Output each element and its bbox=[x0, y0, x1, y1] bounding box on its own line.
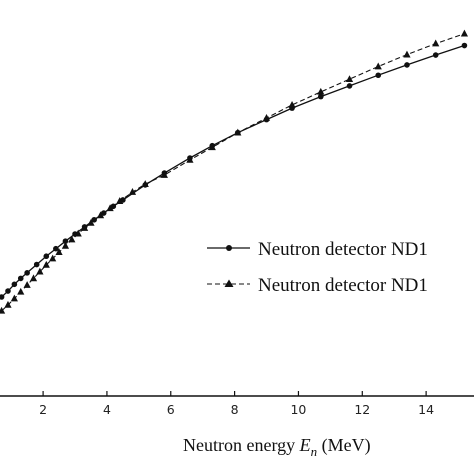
x-tick-label: 2 bbox=[39, 402, 47, 417]
series-1-point bbox=[404, 62, 410, 68]
series-2-point bbox=[262, 114, 271, 121]
series-2-point bbox=[4, 300, 12, 308]
legend-marker-triangle bbox=[224, 279, 234, 287]
series-1-point bbox=[317, 93, 324, 100]
x-tick-label: 10 bbox=[290, 402, 306, 417]
series-2-point bbox=[42, 260, 50, 268]
series-2-point bbox=[49, 254, 57, 262]
series-2-point bbox=[0, 306, 6, 314]
series-2-point bbox=[141, 180, 149, 187]
series-2-point bbox=[23, 281, 31, 288]
series-1-point bbox=[33, 261, 40, 268]
x-tick-label: 6 bbox=[167, 402, 175, 417]
x-axis-title-suffix: (MeV) bbox=[317, 435, 370, 456]
legend-label-series-2: Neutron detector ND1 bbox=[258, 275, 428, 296]
x-tick-label: 8 bbox=[231, 402, 239, 417]
series-2-point bbox=[128, 188, 137, 195]
series-2-point bbox=[186, 155, 194, 163]
x-axis-title: Neutron energy En (MeV) bbox=[183, 435, 371, 459]
series-2-point bbox=[96, 211, 105, 219]
x-tick-label: 12 bbox=[354, 402, 370, 417]
series-layer bbox=[0, 29, 469, 314]
x-axis-title-prefix: Neutron energy bbox=[183, 435, 300, 455]
series-2-point bbox=[36, 267, 44, 275]
series-1-point bbox=[43, 253, 50, 260]
series-2-point bbox=[55, 248, 63, 256]
series-1-point bbox=[432, 52, 439, 58]
series-2-point bbox=[288, 100, 296, 108]
series-2-point bbox=[87, 218, 95, 226]
series-2-line bbox=[1, 33, 465, 312]
series-1-point bbox=[0, 294, 5, 300]
legend-marker-circle bbox=[226, 245, 232, 251]
legend-label-series-1: Neutron detector ND1 bbox=[258, 239, 428, 260]
series-2-point bbox=[160, 171, 168, 178]
series-2-point bbox=[432, 39, 440, 47]
series-2-point bbox=[403, 50, 411, 58]
series-2-point bbox=[374, 62, 382, 70]
x-axis-title-subscript: n bbox=[311, 444, 318, 459]
x-tick-label: 4 bbox=[103, 402, 111, 417]
series-2-point bbox=[29, 274, 38, 282]
series-1-point bbox=[461, 42, 468, 49]
series-2-point bbox=[10, 294, 18, 302]
series-2-point bbox=[74, 229, 82, 237]
series-1-point bbox=[5, 288, 11, 294]
series-2-point bbox=[460, 29, 469, 37]
x-tick-label: 14 bbox=[418, 402, 434, 417]
series-1-point bbox=[346, 83, 353, 89]
x-axis-title-symbol: E bbox=[299, 435, 311, 455]
series-2-point bbox=[234, 128, 242, 136]
series-1-point bbox=[375, 72, 382, 79]
series-1-point bbox=[17, 275, 24, 282]
series-2-point bbox=[345, 75, 354, 82]
series-2-point bbox=[17, 287, 25, 295]
legend: Neutron detector ND1 Neutron detector ND… bbox=[207, 239, 428, 296]
series-2-point bbox=[68, 235, 76, 243]
series-2-point bbox=[317, 87, 325, 95]
series-2-point bbox=[61, 241, 70, 249]
series-1-point bbox=[24, 270, 30, 276]
series-1-point bbox=[11, 281, 18, 288]
series-1-point bbox=[62, 238, 69, 244]
series-2-point bbox=[80, 224, 89, 231]
series-2-point bbox=[106, 204, 114, 212]
series-1-point bbox=[53, 245, 59, 252]
series-2-point bbox=[116, 197, 124, 204]
series-2-point bbox=[208, 143, 216, 151]
x-ticks: 2 4 6 8 10 12 14 bbox=[39, 391, 434, 417]
